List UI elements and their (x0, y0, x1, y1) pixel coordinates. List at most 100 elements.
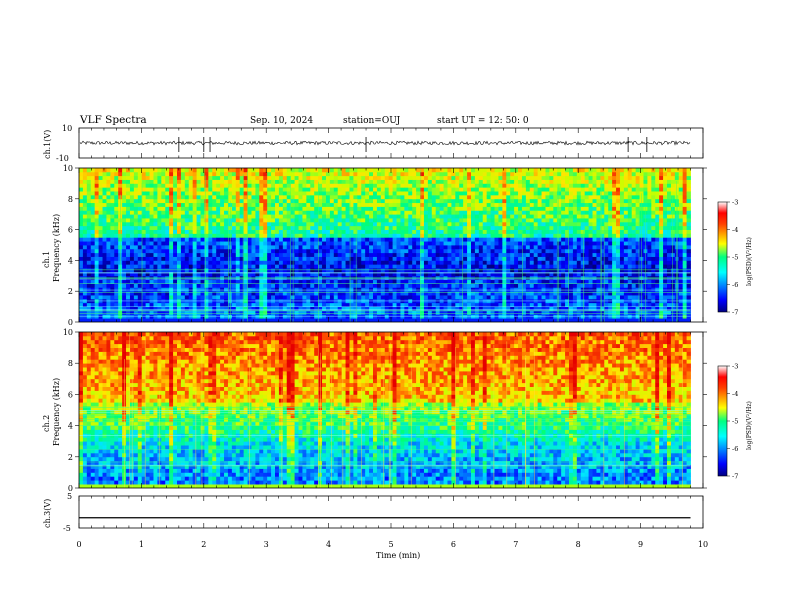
spectrogram-cell (444, 253, 448, 257)
spectrogram-cell (440, 257, 444, 261)
spectrogram-cell (471, 195, 475, 199)
spectrogram-cell (357, 222, 361, 226)
spectrogram-cell (491, 180, 495, 184)
spectrogram-cell (87, 249, 91, 253)
spectrogram-cell (106, 199, 110, 203)
spectrogram-cell (150, 241, 154, 245)
spectrogram-cell (193, 268, 197, 272)
spectrogram-cell (506, 168, 510, 172)
spectrogram-cell (432, 230, 436, 234)
spectrogram-cell (538, 203, 542, 207)
spectrogram-cell (322, 253, 326, 257)
spectrogram-cell (248, 284, 252, 288)
spectrogram-cell (451, 291, 455, 295)
spectrogram-cell (330, 295, 334, 299)
spectrogram-cell (436, 199, 440, 203)
spectrogram-cell (216, 264, 220, 268)
spectrogram-cell (208, 249, 212, 253)
spectrogram-cell (142, 168, 146, 172)
spectrogram-cell (177, 176, 181, 180)
spectrogram-cell (279, 187, 283, 191)
spectrogram-cell (197, 218, 201, 222)
spectrogram-cell (365, 199, 369, 203)
spectrogram-cell (228, 218, 232, 222)
spectrogram-cell (338, 176, 342, 180)
spectrogram-cell (518, 172, 522, 176)
spectrogram-cell (177, 257, 181, 261)
spectrogram-cell (353, 241, 357, 245)
spectrogram-cell (408, 199, 412, 203)
spectrogram-cell (491, 176, 495, 180)
spectrogram-cell (436, 187, 440, 191)
spectrogram-cell (483, 214, 487, 218)
spectrogram-cell (408, 249, 412, 253)
spectrogram-cell (385, 207, 389, 211)
spectrogram-cell (495, 207, 499, 211)
spectrogram-cell (475, 199, 479, 203)
spectrogram-cell (106, 218, 110, 222)
spectrogram-cell (326, 214, 330, 218)
spectrogram-cell (232, 191, 236, 195)
spectrogram-cell (436, 218, 440, 222)
spectrogram-cell (491, 187, 495, 191)
spectrogram-cell (142, 280, 146, 284)
spectrogram-cell (248, 260, 252, 264)
spectrogram-cell (487, 253, 491, 257)
spectrogram-cell (302, 249, 306, 253)
spectrogram-cell (126, 295, 130, 299)
spectrogram-cell (436, 295, 440, 299)
spectrogram-cell (455, 264, 459, 268)
spectrogram-cell (424, 207, 428, 211)
spectrogram-cell (224, 230, 228, 234)
spectrogram-cell (275, 172, 279, 176)
spectrogram-cell (365, 295, 369, 299)
spectrogram-cell (306, 253, 310, 257)
spectrogram-cell (389, 280, 393, 284)
spectrogram-cell (83, 207, 87, 211)
spectrogram-cell (302, 210, 306, 214)
spectrogram-cell (322, 276, 326, 280)
spectrogram-cell (142, 183, 146, 187)
spectrogram-cell (299, 230, 303, 234)
spectrogram-cell (212, 222, 216, 226)
spectrogram-cell (483, 249, 487, 253)
spectrogram-cell (424, 253, 428, 257)
spectrogram-cell (138, 222, 142, 226)
spectrogram-cell (110, 199, 114, 203)
spectrogram-cell (255, 241, 259, 245)
spectrogram-cell (545, 199, 549, 203)
spectrogram-cell (334, 291, 338, 295)
spectrogram-cell (248, 226, 252, 230)
spectrogram-cell (393, 241, 397, 245)
spectrogram-cell (381, 237, 385, 241)
spectrogram-cell (428, 249, 432, 253)
spectrogram-cell (95, 245, 99, 249)
spectrogram-cell (365, 237, 369, 241)
spectrogram-cell (338, 287, 342, 291)
spectrogram-cell (408, 172, 412, 176)
spectrogram-cell (177, 241, 181, 245)
spectrogram-cell (338, 260, 342, 264)
spectrogram-cell (506, 214, 510, 218)
spectrogram-cell (475, 276, 479, 280)
spectrogram-cell (173, 218, 177, 222)
spectrogram-cell (514, 284, 518, 288)
spectrogram-cell (114, 284, 118, 288)
spectrogram-cell (185, 284, 189, 288)
spectrogram-cell (118, 168, 122, 172)
spectrogram-cell (373, 245, 377, 249)
spectrogram-cell (153, 245, 157, 249)
spectrogram-cell (534, 168, 538, 172)
spectrogram-cell (373, 260, 377, 264)
spectrogram-cell (130, 203, 134, 207)
spectrogram-cell (271, 233, 275, 237)
spectrogram-cell (440, 287, 444, 291)
spectrogram-cell (495, 203, 499, 207)
spectrogram-cell (357, 276, 361, 280)
spectrogram-cell (334, 218, 338, 222)
spectrogram-cell (393, 176, 397, 180)
spectrogram-cell (165, 295, 169, 299)
spectrogram-cell (506, 241, 510, 245)
spectrogram-cell (510, 191, 514, 195)
spectrogram-cell (498, 237, 502, 241)
